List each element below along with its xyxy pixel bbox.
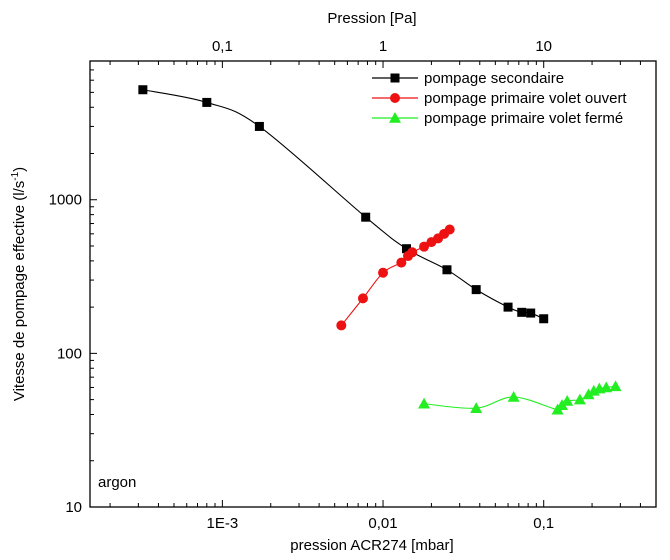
legend-marker bbox=[390, 73, 400, 83]
data-point bbox=[202, 97, 212, 107]
data-point bbox=[402, 244, 412, 254]
legend-label: pompage primaire volet ouvert bbox=[424, 90, 627, 107]
series-2 bbox=[418, 380, 622, 415]
data-point bbox=[503, 302, 513, 312]
data-point bbox=[507, 391, 520, 402]
data-point bbox=[526, 308, 536, 318]
legend-label: pompage secondaire bbox=[424, 70, 564, 87]
data-point bbox=[444, 224, 455, 235]
legend-marker bbox=[389, 112, 401, 123]
ticks-layer: 1E-3 0,01 0,1 0,1 1 10 10 100 1000 bbox=[49, 38, 657, 532]
top-tick-label: 0,1 bbox=[212, 38, 233, 55]
top-axis-label: Pression [Pa] bbox=[327, 10, 416, 27]
data-point bbox=[361, 212, 371, 222]
data-point bbox=[470, 402, 483, 413]
legend-marker bbox=[390, 93, 400, 103]
data-point bbox=[517, 307, 527, 317]
series-layer bbox=[138, 85, 622, 415]
data-point bbox=[582, 388, 595, 400]
y-tick-label: 10 bbox=[65, 499, 82, 516]
legend-label: pompage primaire volet fermé bbox=[424, 110, 623, 127]
data-point bbox=[609, 380, 622, 392]
y-tick-label: 1000 bbox=[49, 192, 82, 209]
top-tick-label: 10 bbox=[535, 38, 552, 55]
legend-item: pompage secondaire bbox=[372, 70, 564, 87]
legend-item: pompage primaire volet fermé bbox=[372, 110, 623, 127]
y-axis-label: Vitesse de pompage effective (l/s-1) bbox=[10, 167, 28, 401]
data-point bbox=[600, 381, 613, 393]
data-point bbox=[471, 285, 481, 295]
data-point bbox=[419, 241, 430, 252]
data-point bbox=[138, 85, 148, 95]
x-tick-label: 0,01 bbox=[368, 515, 397, 532]
series-1 bbox=[336, 224, 455, 331]
data-point bbox=[418, 397, 431, 409]
data-point bbox=[442, 265, 452, 275]
data-point bbox=[357, 293, 368, 304]
legend: pompage secondaire pompage primaire volet… bbox=[372, 70, 627, 127]
data-point bbox=[407, 247, 418, 258]
x-axis-label: pression ACR274 [mbar] bbox=[290, 537, 453, 554]
series-0 bbox=[138, 85, 549, 324]
x-tick-label: 0,1 bbox=[533, 515, 554, 532]
data-point bbox=[378, 267, 389, 278]
data-point bbox=[254, 121, 264, 131]
data-point bbox=[396, 257, 407, 268]
y-tick-label: 100 bbox=[57, 345, 82, 362]
plot-frame bbox=[89, 60, 657, 508]
legend-item: pompage primaire volet ouvert bbox=[372, 90, 627, 107]
annotation-argon: argon bbox=[98, 474, 136, 491]
data-point bbox=[336, 320, 347, 331]
top-tick-label: 1 bbox=[379, 38, 387, 55]
x-tick-label: 1E-3 bbox=[207, 515, 239, 532]
data-point bbox=[539, 314, 549, 324]
data-point bbox=[573, 393, 586, 405]
data-point bbox=[561, 394, 574, 406]
